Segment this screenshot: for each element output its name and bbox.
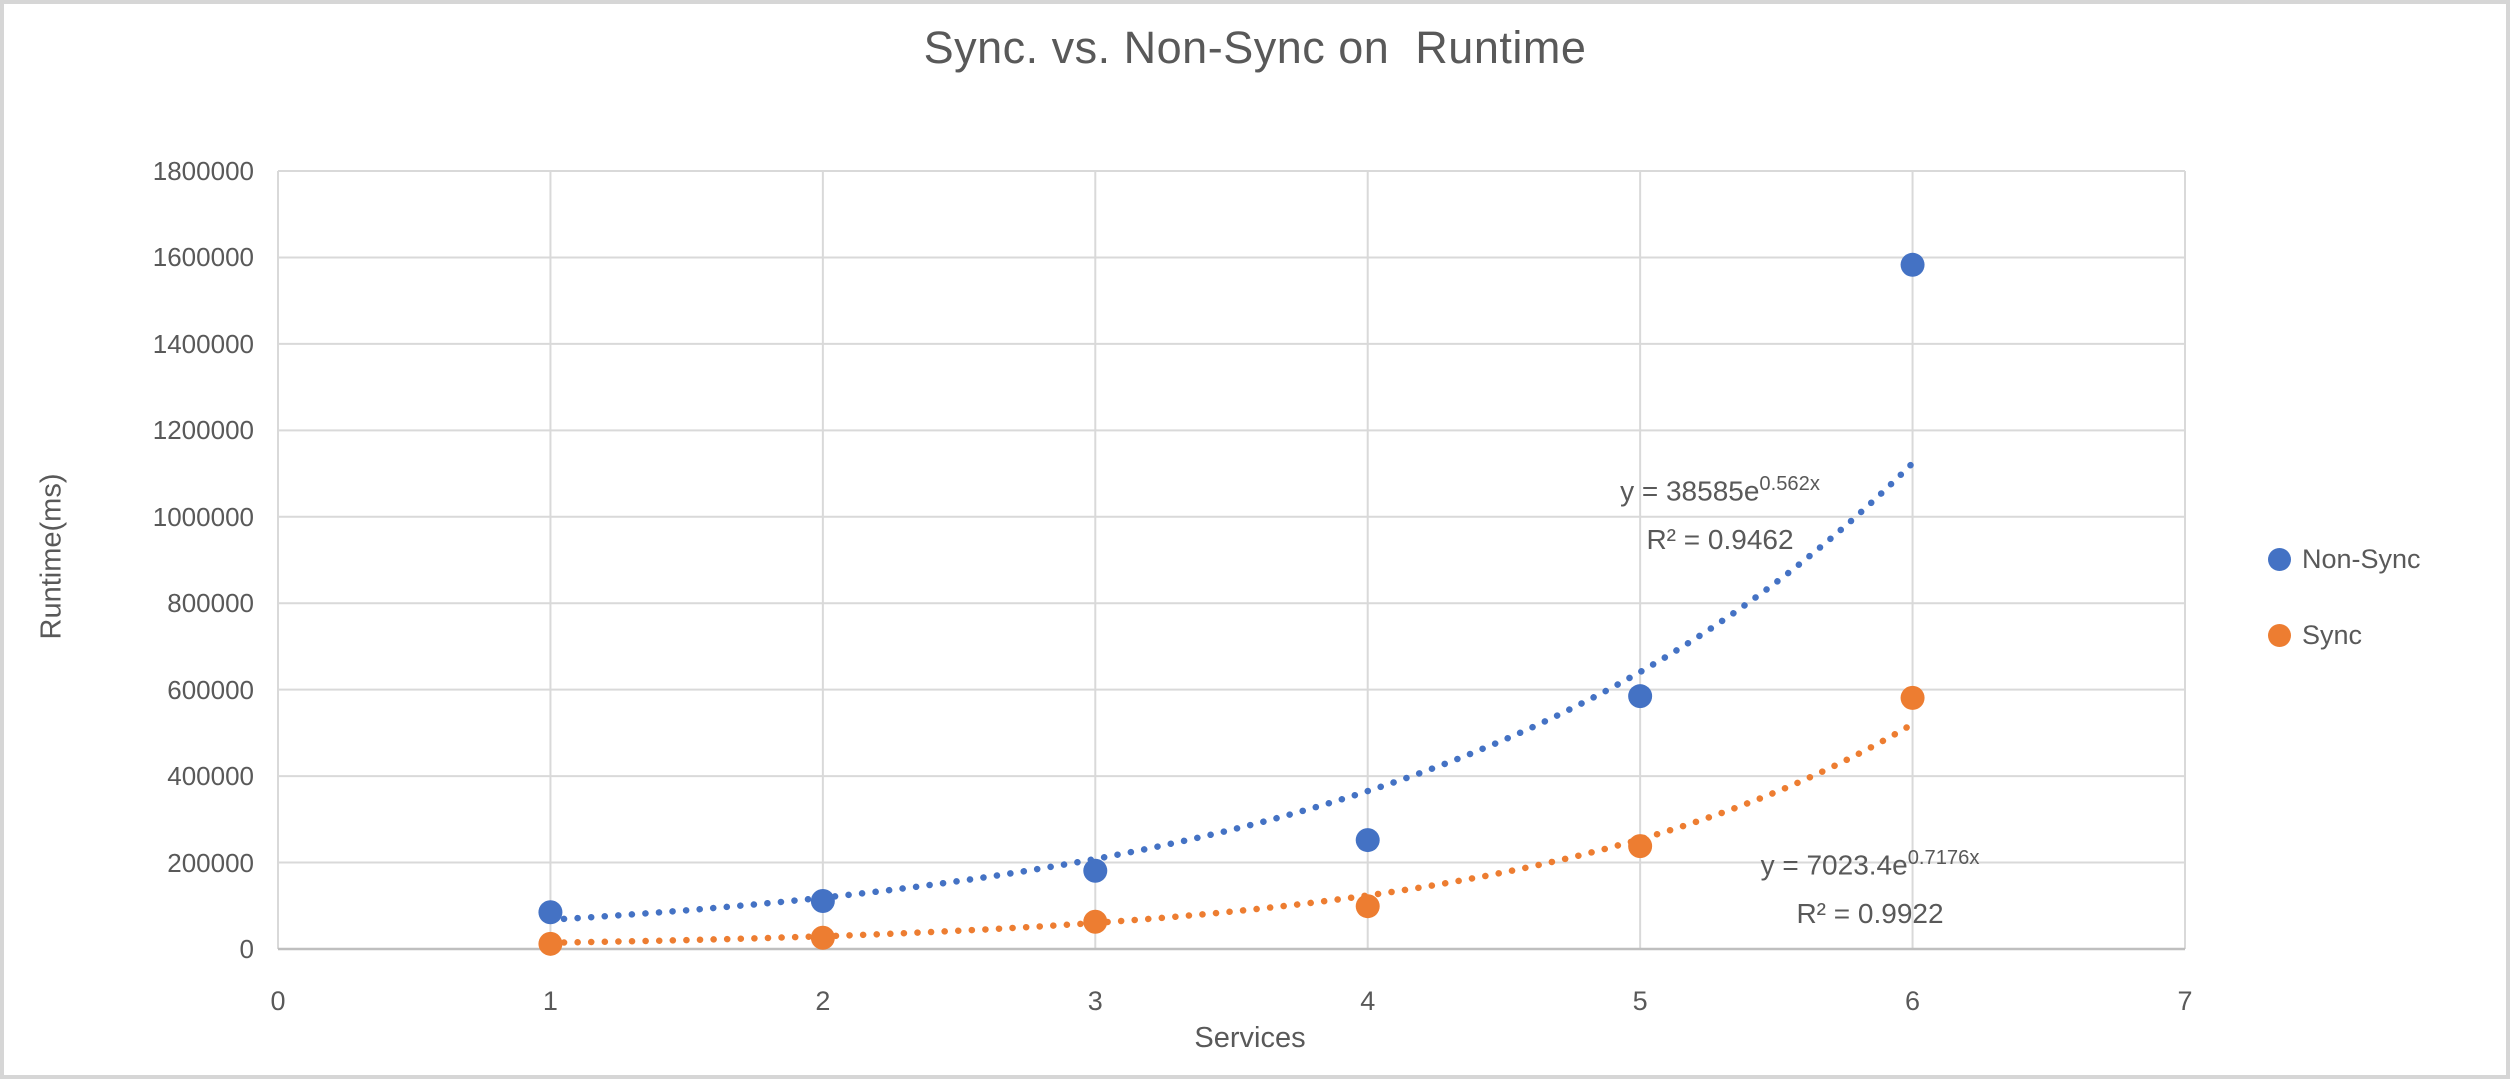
x-axis-title: Services bbox=[1194, 1022, 1306, 1054]
chart-title: Sync. vs. Non-Sync on Runtime bbox=[923, 22, 1587, 73]
y-tick-label: 0 bbox=[239, 934, 254, 964]
y-tick-label: 800000 bbox=[167, 588, 254, 619]
trendline-equation-non-sync-formula: y = 38585e0.562x bbox=[1620, 473, 1820, 507]
x-tick-label: 1 bbox=[542, 986, 558, 1016]
legend-marker-sync-icon bbox=[2268, 623, 2291, 647]
x-tick-label: 5 bbox=[1632, 986, 1648, 1016]
x-tick-label: 2 bbox=[815, 986, 831, 1016]
trendline-sync bbox=[547, 720, 1916, 947]
data-point-sync-x6 bbox=[1900, 685, 1925, 710]
y-tick-label: 600000 bbox=[167, 674, 254, 705]
legend-label-sync: Sync bbox=[2302, 619, 2363, 650]
x-tick-label: 3 bbox=[1087, 986, 1103, 1016]
data-point-sync-x3 bbox=[1083, 909, 1108, 934]
y-tick-label: 1000000 bbox=[152, 501, 254, 532]
legend-label-non-sync: Non-Sync bbox=[2302, 543, 2421, 574]
legend-marker-non-sync-icon bbox=[2268, 547, 2291, 571]
trendline-equation-sync: y = 7023.4e0.7176x R² = 0.9922 bbox=[1690, 834, 2050, 938]
y-tick-label: 1400000 bbox=[152, 328, 254, 359]
y-tick-label: 1200000 bbox=[152, 415, 254, 446]
data-point-non-sync-x6 bbox=[1900, 252, 1925, 277]
y-axis-title: Runtime(ms) bbox=[35, 473, 68, 640]
data-point-sync-x2 bbox=[810, 925, 835, 950]
x-tick-label: 4 bbox=[1360, 986, 1376, 1016]
data-point-non-sync-x5 bbox=[1628, 684, 1653, 709]
y-tick-label: 1800000 bbox=[152, 156, 254, 186]
x-tick-label: 6 bbox=[1905, 986, 1921, 1016]
trendline-r2-sync: R² = 0.9922 bbox=[1796, 898, 1944, 930]
y-tick-label: 200000 bbox=[167, 847, 254, 878]
trendline-equation-non-sync: y = 38585e0.562x R² = 0.9462 bbox=[1540, 460, 1900, 564]
trendline-non-sync bbox=[547, 459, 1916, 923]
data-point-sync-x1 bbox=[538, 931, 563, 956]
data-point-sync-x5 bbox=[1628, 834, 1653, 859]
trendline-r2-non-sync: R² = 0.9462 bbox=[1646, 524, 1794, 556]
data-point-non-sync-x2 bbox=[810, 889, 835, 914]
data-point-sync-x4 bbox=[1355, 894, 1380, 919]
trendline-equation-sync-formula: y = 7023.4e0.7176x bbox=[1760, 847, 1980, 881]
data-point-non-sync-x4 bbox=[1355, 828, 1380, 853]
x-tick-label: 0 bbox=[270, 986, 286, 1016]
x-tick-label: 7 bbox=[2177, 986, 2193, 1016]
legend-item-non-sync: Non-Sync bbox=[2268, 544, 2421, 574]
data-point-non-sync-x3 bbox=[1083, 858, 1108, 883]
legend-item-sync: Sync bbox=[2268, 620, 2362, 650]
y-tick-label: 400000 bbox=[167, 761, 254, 792]
y-tick-label: 1600000 bbox=[152, 242, 254, 273]
data-point-non-sync-x1 bbox=[538, 900, 563, 925]
